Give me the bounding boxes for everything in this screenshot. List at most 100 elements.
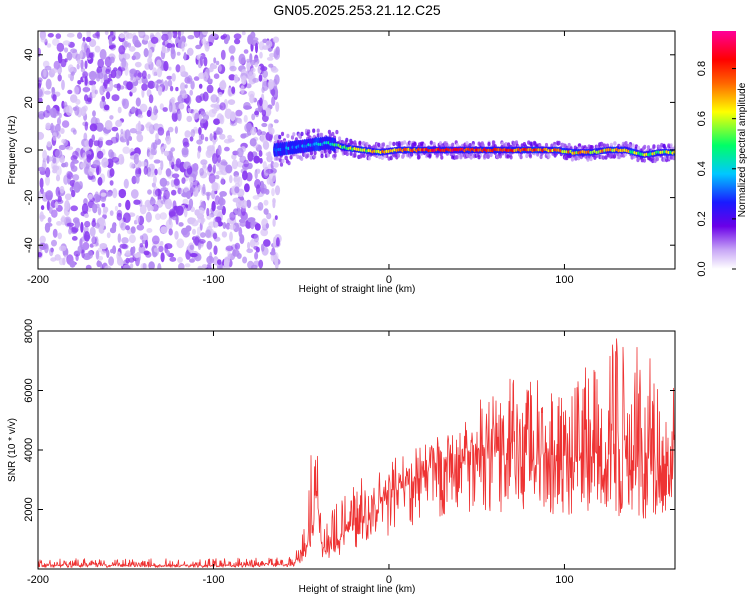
- noise-blob: [234, 38, 241, 45]
- noise-blob: [73, 181, 81, 193]
- noise-blob: [150, 148, 158, 156]
- noise-blob: [176, 51, 181, 56]
- noise-blob: [182, 137, 189, 146]
- noise-blob: [274, 215, 278, 221]
- noise-blob: [39, 235, 46, 244]
- noise-blob: [184, 84, 188, 89]
- noise-blob: [57, 195, 62, 203]
- noise-blob: [218, 195, 224, 206]
- noise-blob: [119, 33, 126, 39]
- noise-blob: [246, 122, 252, 131]
- noise-blob: [249, 53, 253, 63]
- noise-blob: [52, 228, 58, 238]
- noise-blob: [58, 245, 67, 252]
- noise-blob: [200, 159, 208, 166]
- noise-blob: [262, 69, 268, 79]
- noise-blob: [63, 47, 69, 53]
- noise-blob: [230, 111, 236, 122]
- noise-blob: [213, 57, 217, 64]
- signal-halo: [360, 153, 364, 158]
- noise-blob: [127, 42, 132, 48]
- noise-blob: [261, 109, 267, 117]
- noise-blob: [270, 87, 276, 97]
- noise-blob: [162, 107, 168, 112]
- signal-halo: [504, 141, 508, 147]
- snr-series-line: [38, 338, 675, 568]
- noise-blob: [249, 239, 256, 248]
- noise-blob: [73, 86, 80, 95]
- noise-blob: [39, 177, 44, 189]
- noise-blob: [123, 212, 131, 223]
- y-tick-label: -40: [23, 237, 35, 253]
- signal-halo: [600, 142, 604, 147]
- noise-blob: [143, 250, 150, 256]
- noise-blob: [84, 139, 90, 147]
- noise-blob: [219, 133, 226, 140]
- noise-blob: [211, 189, 216, 200]
- noise-blob: [96, 165, 102, 175]
- signal-halo: [331, 131, 335, 137]
- noise-blob: [272, 200, 276, 209]
- noise-blob: [57, 74, 62, 82]
- noise-blob: [187, 47, 194, 57]
- noise-blob: [183, 161, 191, 169]
- noise-blob: [153, 247, 159, 253]
- noise-blob: [229, 175, 233, 184]
- noise-blob: [141, 83, 148, 91]
- noise-blob: [98, 136, 104, 141]
- noise-blob: [189, 244, 194, 251]
- signal-halo: [643, 144, 647, 150]
- noise-blob: [51, 68, 58, 74]
- signal-halo: [617, 154, 621, 160]
- noise-blob: [229, 211, 236, 221]
- noise-blob: [135, 97, 141, 107]
- signal-halo: [547, 154, 551, 159]
- noise-blob: [54, 254, 61, 261]
- noise-blob: [217, 259, 222, 265]
- signal-halo: [481, 143, 485, 148]
- signal-halo: [586, 157, 590, 162]
- noise-blob: [92, 218, 96, 223]
- noise-blob: [57, 232, 62, 240]
- signal-halo: [312, 128, 316, 133]
- noise-blob: [88, 193, 93, 200]
- noise-blob: [139, 103, 148, 113]
- noise-blob: [168, 66, 172, 71]
- noise-blob: [215, 127, 223, 135]
- noise-blob: [70, 165, 78, 172]
- colorbar-ticks: 0.0 0.2 0.4 0.6 0.8: [696, 61, 736, 277]
- noise-blob: [160, 160, 164, 171]
- noise-blob: [45, 78, 52, 90]
- noise-blob: [269, 251, 276, 256]
- signal-halo: [609, 142, 614, 148]
- noise-blob: [136, 133, 144, 143]
- noise-blob: [150, 196, 154, 202]
- noise-blob: [272, 36, 280, 43]
- signal-halo: [292, 132, 296, 137]
- noise-blob: [250, 67, 256, 73]
- noise-blob: [76, 63, 80, 70]
- signal-halo: [455, 155, 459, 160]
- noise-blob: [233, 74, 239, 84]
- noise-blob: [232, 249, 240, 257]
- noise-blob: [51, 86, 55, 93]
- noise-blob: [138, 167, 142, 175]
- noise-blob: [139, 204, 147, 215]
- signal-halo: [636, 145, 641, 151]
- signal-halo: [290, 135, 295, 140]
- noise-blob: [166, 250, 171, 256]
- chart-title: GN05.2025.253.21.12.C25: [273, 2, 441, 18]
- noise-blob: [61, 120, 70, 128]
- noise-blob: [138, 245, 146, 254]
- noise-blob: [105, 68, 111, 75]
- noise-blob: [225, 164, 233, 174]
- noise-blob: [200, 118, 207, 124]
- signal-halo: [528, 152, 532, 158]
- noise-blob: [142, 70, 147, 79]
- noise-blob: [148, 48, 153, 59]
- signal-halo: [400, 141, 404, 146]
- noise-blob: [141, 239, 146, 245]
- noise-blob: [93, 140, 100, 147]
- noise-blob: [53, 110, 60, 117]
- noise-blob: [247, 34, 253, 45]
